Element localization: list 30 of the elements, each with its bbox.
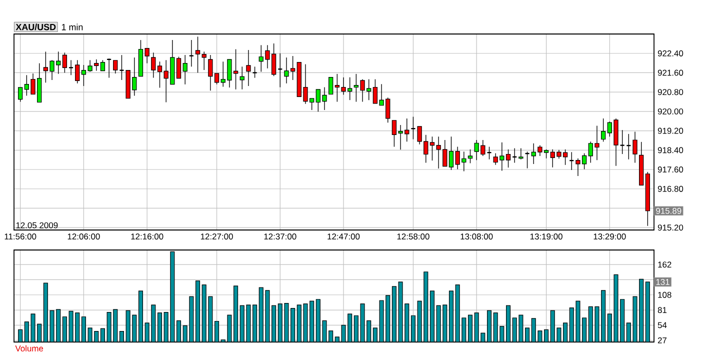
annotation: 915.89 [656, 208, 682, 214]
chart-subtitle: 1 min [62, 24, 83, 30]
x-tick-label: 12:16:00 [131, 234, 164, 240]
x-tick-label: 12:37:00 [264, 234, 296, 240]
y-tick-label: 108 [658, 292, 672, 298]
x-tick-label: 11:56:00 [4, 234, 36, 240]
y-tick-label: 917.60 [658, 166, 684, 172]
annotation: 131 [656, 278, 670, 285]
annotation: 12.05 2009 [16, 222, 58, 228]
y-tick-label: 919.20 [658, 128, 684, 134]
x-tick-label: 13:19:00 [530, 234, 562, 240]
x-tick-label: 13:29:00 [594, 234, 626, 240]
y-tick-label: 27 [658, 337, 667, 344]
y-tick-label: 921.60 [658, 70, 684, 76]
y-tick-label: 81 [658, 307, 667, 314]
y-tick-label: 915.20 [658, 224, 684, 231]
y-tick-label: 920.00 [658, 108, 684, 114]
text: Volume [15, 345, 44, 352]
x-tick-label: 12:47:00 [328, 234, 360, 240]
y-tick-label: 916.80 [658, 186, 684, 192]
y-tick-label: 922.40 [658, 50, 684, 56]
chart-title: XAU/USD [16, 24, 56, 30]
y-tick-label: 162 [658, 262, 672, 268]
x-tick-label: 12:58:00 [397, 234, 430, 240]
x-tick-label: 12:27:00 [200, 234, 233, 240]
y-tick-label: 918.40 [658, 147, 684, 154]
x-tick-label: 13:08:00 [460, 234, 493, 240]
y-tick-label: 54 [658, 322, 667, 328]
y-tick-label: 920.80 [658, 89, 684, 96]
x-tick-label: 12:06:00 [68, 234, 100, 240]
